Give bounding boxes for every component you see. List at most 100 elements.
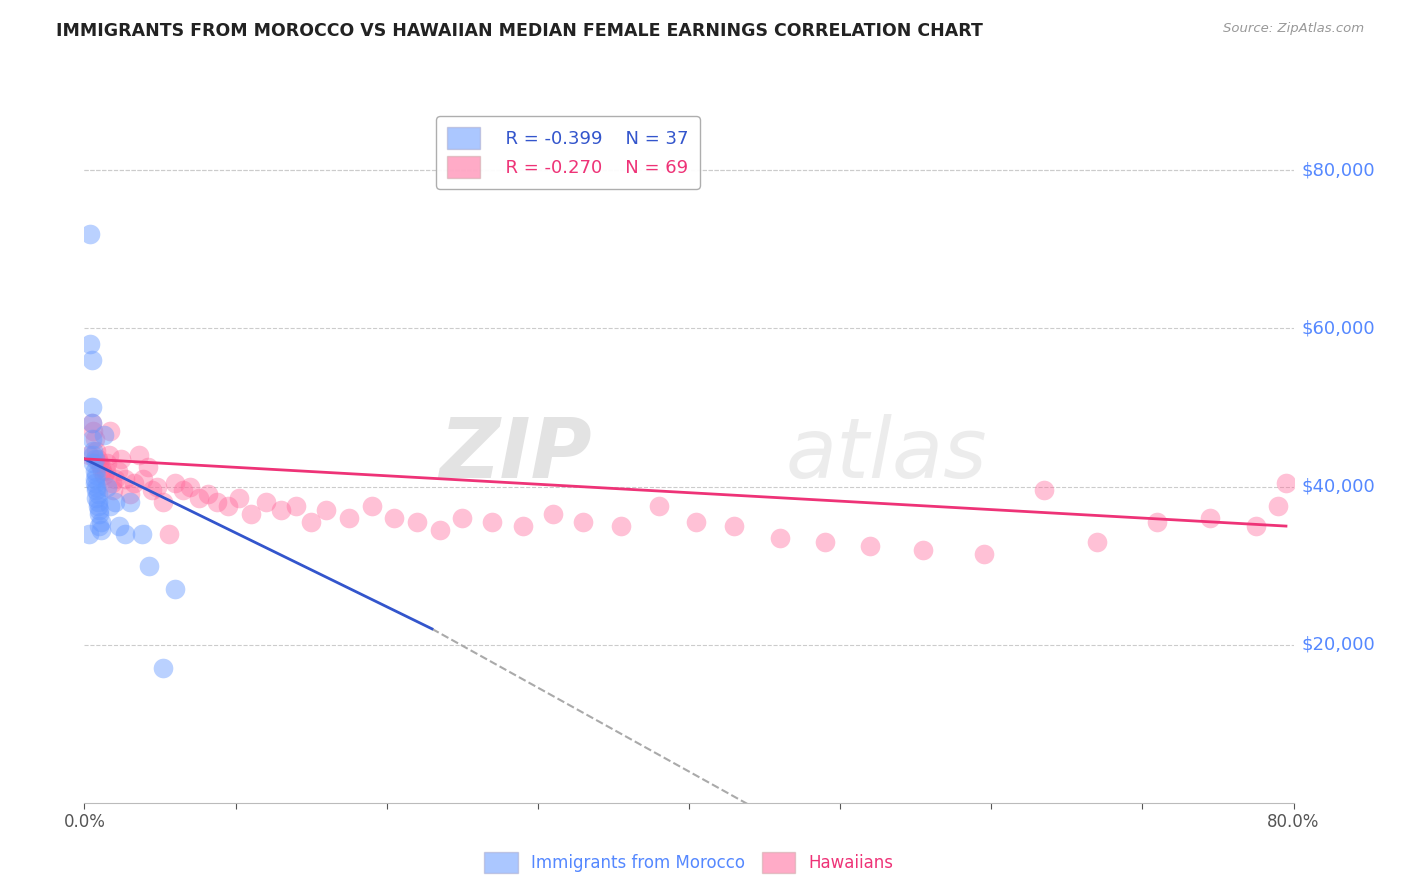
Point [98,424,121,438]
Point [337,511,360,525]
Point [152,495,174,509]
Point [723,519,745,533]
Point [94,464,117,478]
Point [84,464,107,478]
Point [541,507,564,521]
Point [82,448,104,462]
Point [572,515,595,529]
Point [82,424,104,438]
Point [82,456,104,470]
Point [91,464,114,478]
Point [89,507,111,521]
Point [188,491,211,506]
Point [96,456,118,470]
Point [87,451,110,466]
Point [315,503,337,517]
Point [1033,483,1056,498]
Point [104,472,127,486]
Point [1146,515,1168,529]
Point [136,459,159,474]
Point [217,500,239,514]
Point [685,515,707,529]
Point [86,479,108,493]
Point [87,487,110,501]
Point [512,519,534,533]
Point [77,527,100,541]
Point [152,661,174,675]
Point [107,464,129,478]
Point [270,503,292,517]
Point [77,448,100,462]
Point [118,495,141,509]
Point [228,491,250,506]
Point [254,495,277,509]
Point [80,417,103,431]
Point [89,503,111,517]
Point [80,432,103,446]
Point [1244,519,1267,533]
Point [108,519,131,533]
Point [451,511,474,525]
Point [98,500,121,514]
Point [429,523,451,537]
Point [146,479,169,493]
Point [101,483,124,498]
Point [80,353,103,368]
Point [118,487,141,501]
Point [86,444,108,458]
Point [86,491,108,506]
Point [96,479,118,493]
Point [84,451,107,466]
Point [610,519,633,533]
Point [382,511,405,525]
Point [90,515,112,529]
Point [122,475,145,490]
Point [1275,475,1298,490]
Point [647,500,671,514]
Point [79,227,101,241]
Point [1085,535,1108,549]
Point [197,487,219,501]
Point [80,417,103,431]
Legend: Immigrants from Morocco, Hawaiians: Immigrants from Morocco, Hawaiians [478,846,900,880]
Text: $80,000: $80,000 [1301,161,1375,179]
Point [90,459,112,474]
Text: $60,000: $60,000 [1301,319,1375,337]
Point [284,500,308,514]
Legend:   R = -0.399    N = 37,   R = -0.270    N = 69: R = -0.399 N = 37, R = -0.270 N = 69 [436,116,700,189]
Point [172,483,194,498]
Point [1199,511,1222,525]
Point [89,519,111,533]
Point [87,500,110,514]
Point [82,444,104,458]
Point [86,467,108,482]
Point [406,515,429,529]
Point [973,547,995,561]
Point [104,495,127,509]
Point [163,582,186,597]
Point [114,527,136,541]
Point [163,475,186,490]
Point [93,467,115,482]
Point [131,527,153,541]
Point [481,515,503,529]
Text: IMMIGRANTS FROM MOROCCO VS HAWAIIAN MEDIAN FEMALE EARNINGS CORRELATION CHART: IMMIGRANTS FROM MOROCCO VS HAWAIIAN MEDI… [56,22,983,40]
Point [128,448,150,462]
Point [80,401,103,415]
Point [912,542,935,557]
Point [84,432,107,446]
Text: ZIP: ZIP [440,415,592,495]
Point [859,539,882,553]
Point [89,456,111,470]
Point [132,472,155,486]
Point [157,527,180,541]
Text: $20,000: $20,000 [1301,636,1375,654]
Point [179,479,201,493]
Point [207,495,229,509]
Point [1267,500,1289,514]
Point [141,483,163,498]
Point [239,507,262,521]
Point [114,472,136,486]
Point [97,448,120,462]
Point [79,337,101,351]
